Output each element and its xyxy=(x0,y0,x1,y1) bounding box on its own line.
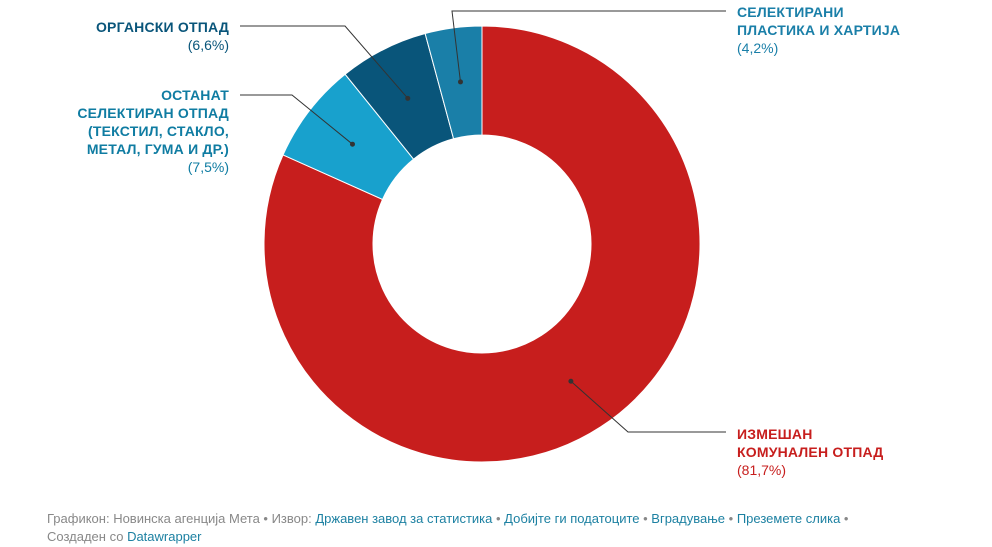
slice-label-mixed-communal-line-2: КОМУНАЛЕН ОТПАД xyxy=(737,444,884,460)
footer-separator: • xyxy=(492,511,505,526)
slice-other-selected-leader-line xyxy=(240,94,353,145)
slice-label-plastic-paper-line-2: ПЛАСТИКА И ХАРТИЈА xyxy=(737,22,901,38)
footer-download-image-link[interactable]: Преземете слика xyxy=(736,511,841,526)
slice-plastic-paper-leader-line xyxy=(451,10,726,82)
slice-value-plastic-paper: (4,2%) xyxy=(737,40,779,56)
slice-mixed-communal xyxy=(263,25,701,463)
slice-label-other-selected: ОСТАНАТ СЕЛЕКТИРАН ОТПАД (ТЕКСТИЛ, СТАКЛ… xyxy=(77,86,229,176)
slice-mixed-communal-leader-line xyxy=(570,380,726,433)
slice-label-other-selected-line-1: ОСТАНАТ xyxy=(161,87,229,103)
slice-other-selected-leader-dot xyxy=(349,141,355,147)
slice-organic-leader-dot xyxy=(405,95,411,101)
footer-separator: • xyxy=(639,511,652,526)
footer-get-data-link[interactable]: Добијте ги податоците xyxy=(504,511,640,526)
slice-plastic-paper xyxy=(424,25,483,140)
chart-footer: Графикон: Новинска агенција Мета • Извор… xyxy=(47,510,967,546)
slice-organic-leader-line xyxy=(240,25,409,99)
footer-credit-text: Графикон: Новинска агенција Мета • Извор… xyxy=(47,511,316,526)
slice-plastic-paper-leader-dot xyxy=(457,79,463,85)
slice-label-organic: ОРГАНСКИ ОТПАД (6,6%) xyxy=(96,18,229,54)
slice-label-other-selected-line-4: МЕТАЛ, ГУМА И ДР.) xyxy=(86,141,229,157)
slice-label-organic-line-1: ОРГАНСКИ ОТПАД xyxy=(95,19,229,35)
slice-label-plastic-paper-line-1: СЕЛЕКТИРАНИ xyxy=(737,4,844,20)
footer-source-link[interactable]: Државен завод за статистика xyxy=(315,511,493,526)
footer-created-text: Создаден со xyxy=(47,529,128,544)
slice-label-mixed-communal: ИЗМЕШАН КОМУНАЛЕН ОТПАД (81,7%) xyxy=(737,425,883,479)
footer-datawrapper-link[interactable]: Datawrapper xyxy=(127,529,202,544)
slice-value-other-selected: (7,5%) xyxy=(187,159,229,175)
slice-value-organic: (6,6%) xyxy=(187,37,229,53)
footer-separator: • xyxy=(725,511,737,526)
footer-separator: • xyxy=(840,511,849,526)
footer-embed-link[interactable]: Вградување xyxy=(651,511,726,526)
slice-label-other-selected-line-3: (ТЕКСТИЛ, СТАКЛО, xyxy=(88,123,229,139)
slice-mixed-communal-leader-dot xyxy=(568,378,574,384)
slice-value-mixed-communal: (81,7%) xyxy=(737,462,787,478)
slice-label-plastic-paper: СЕЛЕКТИРАНИ ПЛАСТИКА И ХАРТИЈА (4,2%) xyxy=(737,3,900,57)
slice-label-mixed-communal-line-1: ИЗМЕШАН xyxy=(737,426,813,442)
slice-label-other-selected-line-2: СЕЛЕКТИРАН ОТПАД xyxy=(77,105,229,121)
